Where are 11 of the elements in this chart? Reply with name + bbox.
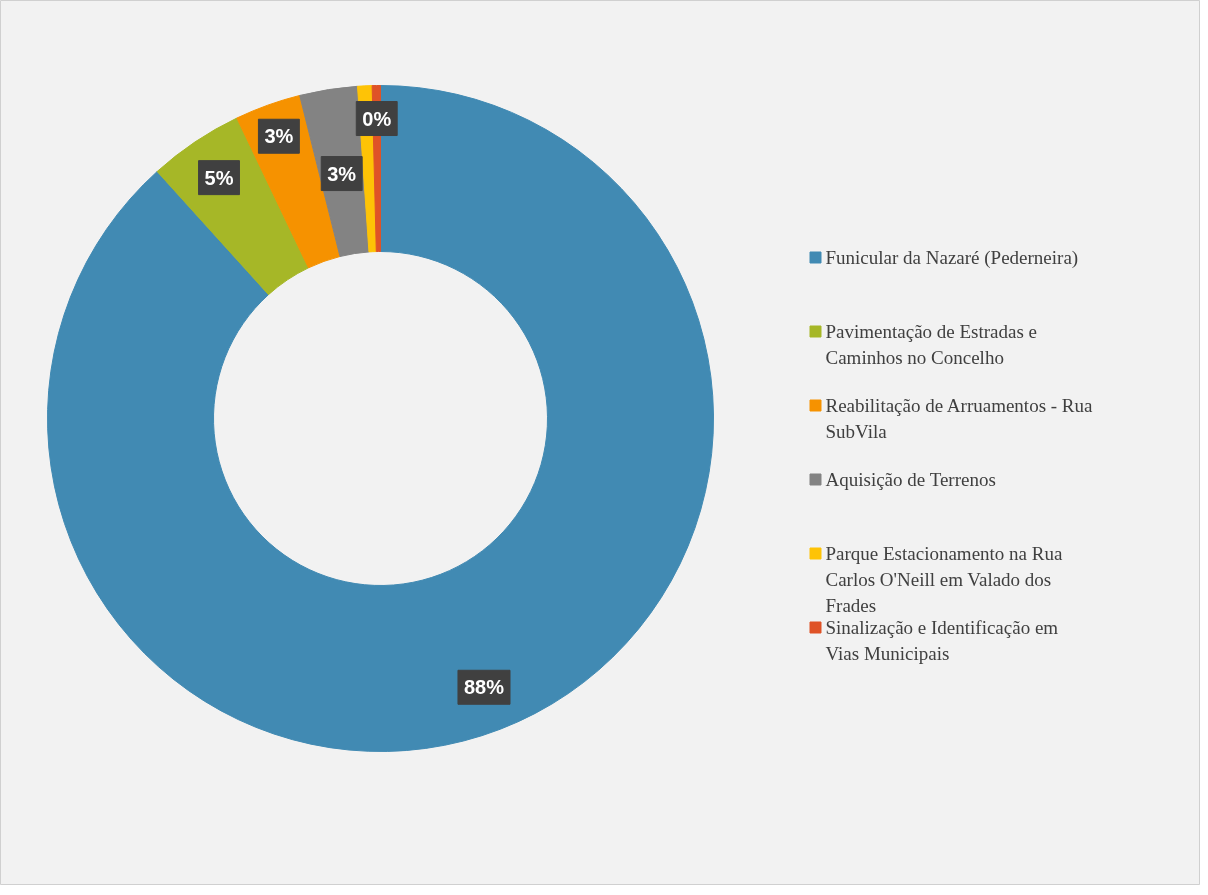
data-label: 5% [204, 166, 234, 189]
legend-label: Sinalização e Identificação em Vias Municipais [825, 617, 1059, 664]
legend-label: Reabilitação de Arruamentos - Rua SubVila [825, 395, 1094, 442]
data-label: 3% [264, 125, 294, 148]
data-label: 88% [463, 676, 505, 699]
legend-label: Aquisição de Terrenos [825, 469, 996, 490]
legend-label: Pavimentação de Estradas e Caminhos no Concelho [825, 321, 1038, 368]
data-label: 0% [362, 107, 392, 130]
legend-label: Funicular da Nazaré (Pederneira) [825, 247, 1079, 269]
data-label: 3% [327, 162, 357, 185]
legend-label: Parque Estacionamento na Rua Carlos O'Neill em Valado dos Frades [825, 543, 1063, 616]
